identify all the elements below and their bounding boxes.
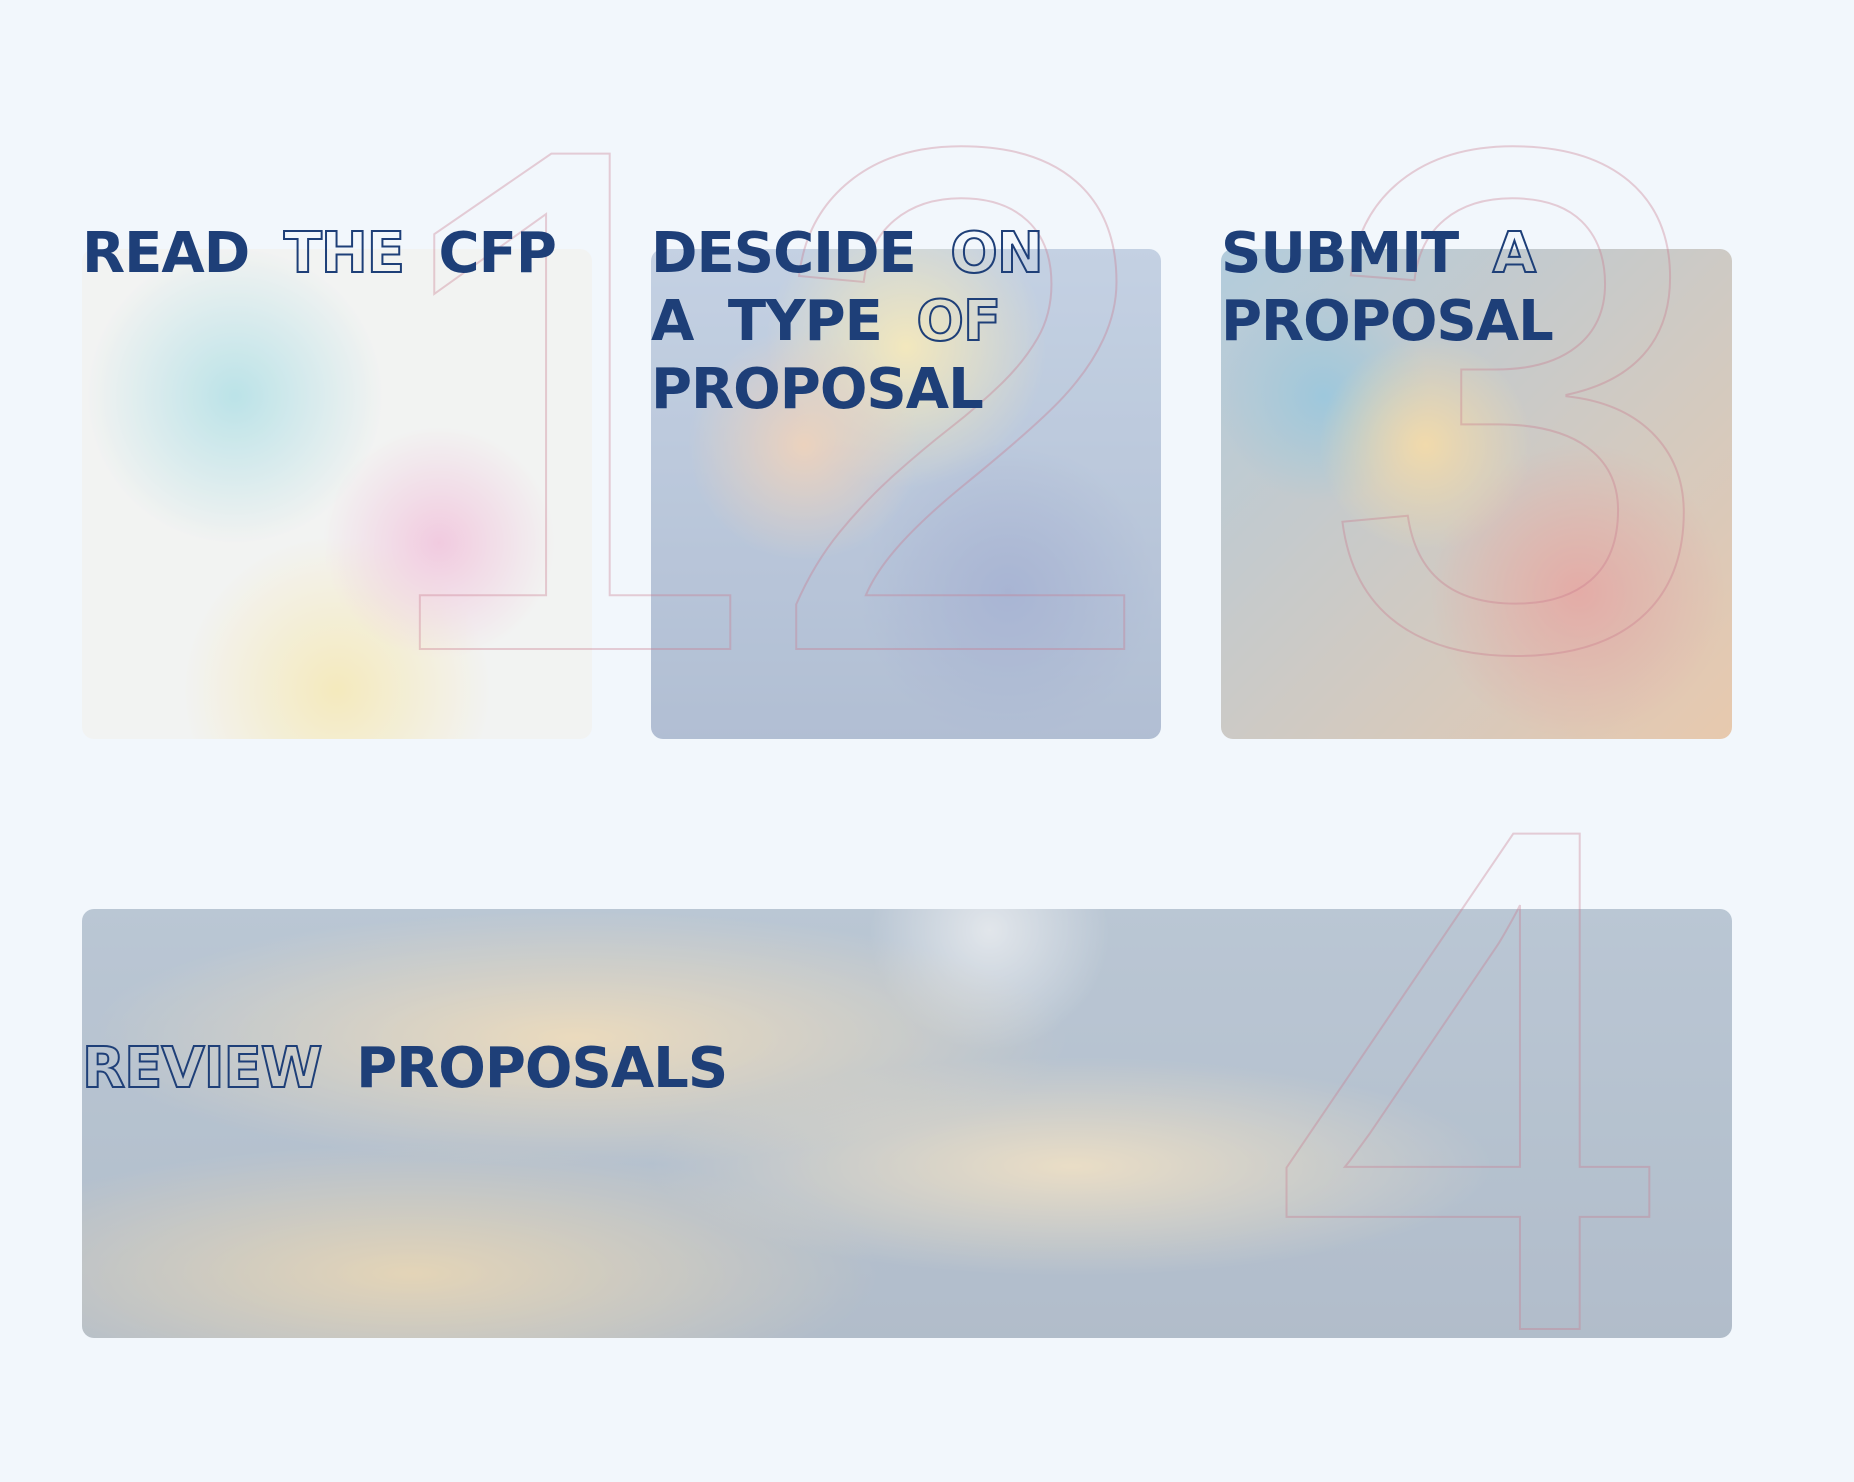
page: 1 2 3 4 READ THE CFP DESCIDE ON A TYPE O… [81,38,1732,1441]
title-word: CFP [438,221,557,286]
step-title: DESCIDE ON A TYPE OF PROPOSAL [651,220,1111,424]
title-word: THE [283,220,406,287]
title-word: TYPE [727,289,883,354]
title-word: A [1492,220,1537,287]
title-word: A [651,289,694,354]
step-title: REVIEW PROPOSALS [81,1035,1082,1103]
title-word: PROPOSALS [356,1036,728,1101]
step-title: SUBMIT A PROPOSAL [1221,220,1681,356]
step-image [651,249,1161,739]
step-title: READ THE CFP [82,220,602,288]
title-word: PROPOSAL [651,357,984,422]
title-word: DESCIDE [651,221,917,286]
step-image [82,249,592,739]
title-word: REVIEW [81,1035,324,1102]
title-word: ON [949,220,1045,287]
title-word: PROPOSAL [1221,289,1554,354]
title-word: OF [915,288,1002,355]
title-word: READ [82,221,250,286]
step-image [82,909,1732,1338]
step-image [1221,249,1732,739]
title-word: SUBMIT [1221,221,1459,286]
